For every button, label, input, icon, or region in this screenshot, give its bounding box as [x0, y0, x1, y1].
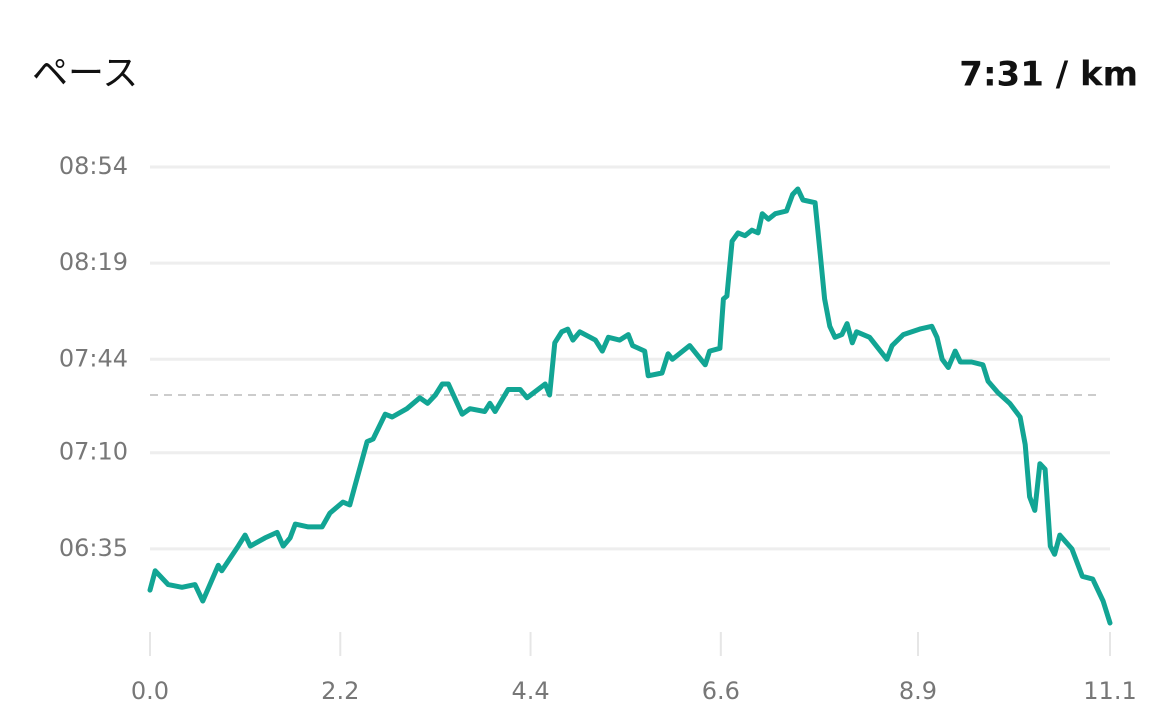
x-tick-label: 4.4: [511, 677, 549, 705]
x-tick-label: 0.0: [131, 677, 169, 705]
average-pace: 7:31 / km: [959, 55, 1138, 95]
pace-line: [147, 186, 1113, 626]
y-tick-label: 06:35: [59, 534, 128, 562]
x-tick-label: 2.2: [321, 677, 359, 705]
chart-title: ペース: [32, 53, 138, 94]
x-tick-label: 11.1: [1083, 677, 1136, 705]
y-tick-label: 07:10: [59, 438, 128, 466]
y-tick-label: 08:54: [59, 152, 128, 180]
x-tick-label: 8.9: [899, 677, 937, 705]
x-tick-label: 6.6: [702, 677, 740, 705]
y-tick-label: 07:44: [59, 344, 128, 372]
y-tick-label: 08:19: [59, 248, 128, 276]
